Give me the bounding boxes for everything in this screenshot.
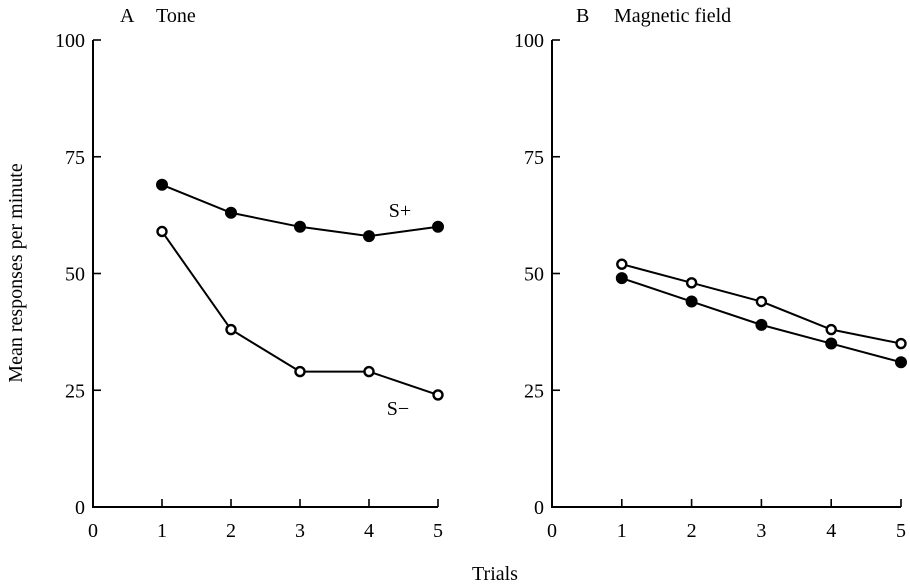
panel-a-series-1-label: S− <box>387 398 409 420</box>
panel-b-x-tick-label: 1 <box>617 520 627 542</box>
panel-b-x-tick-label: 3 <box>756 520 766 542</box>
panel-a-y-tick-label: 25 <box>65 380 85 402</box>
panel-b-y-tick-label: 50 <box>524 264 544 286</box>
panel-a-series-1-point <box>225 323 237 336</box>
panel-b-title: Magnetic field <box>614 5 731 27</box>
panel-b-x-tick-label: 5 <box>896 520 906 542</box>
panel-a-title: Tone <box>156 5 196 27</box>
panel-b-x-tick-label: 0 <box>547 520 557 542</box>
panel-b-series-0-point <box>895 337 907 350</box>
panel-a-series-0-point <box>432 220 444 233</box>
panel-a-x-tick-label: 1 <box>157 520 167 542</box>
panel-a-y-tick-label: 100 <box>55 30 85 52</box>
panel-b-y-tick-label: 75 <box>524 147 544 169</box>
panel-b-series-0-point <box>685 277 698 289</box>
panel-a-x-tick-label: 5 <box>433 520 443 542</box>
panel-a-series-0-point <box>363 230 375 243</box>
panel-b-series-1-point <box>825 337 838 350</box>
panel-b: B Magnetic field 0 25 50 75 100 0 1 2 3 4 5 <box>514 5 907 542</box>
panel-a-series-1-point <box>156 225 168 238</box>
panel-a-series-0-point <box>225 206 237 219</box>
panel-a-x-tick-label: 2 <box>226 520 236 542</box>
panel-b-x-tick-label: 2 <box>687 520 697 542</box>
panel-a-y-tick-label: 0 <box>75 497 85 519</box>
panel-b-series-0-point <box>755 295 768 308</box>
panel-a: A Tone 0 25 50 75 100 0 1 2 3 4 5 S+ S− <box>55 5 444 542</box>
panel-b-y-tick-label: 100 <box>514 30 544 52</box>
panel-b-series-1-point <box>755 318 768 331</box>
panel-b-axes <box>551 40 901 508</box>
panel-b-x-tick-label: 4 <box>826 520 836 542</box>
panel-b-series-1-point <box>895 356 907 369</box>
panel-a-x-tick-label: 4 <box>364 520 374 542</box>
y-axis-title: Mean responses per minute <box>5 163 27 383</box>
panel-a-series-1-point <box>294 365 306 378</box>
panel-a-series-0-point <box>294 220 306 233</box>
panel-b-series-0-point <box>825 323 837 336</box>
panel-a-letter: A <box>120 5 135 27</box>
x-axis-title: Trials <box>472 563 518 585</box>
panel-a-x-tick-label: 0 <box>88 520 98 542</box>
panel-a-series-0-label: S+ <box>389 200 411 222</box>
panel-b-y-tick-label: 25 <box>524 380 544 402</box>
panel-a-axes <box>92 40 438 508</box>
panel-a-y-tick-label: 75 <box>65 147 85 169</box>
panel-b-series-1-point <box>685 295 698 308</box>
panel-a-series-1-point <box>363 365 375 378</box>
panel-a-y-tick-label: 50 <box>65 264 85 286</box>
panel-a-x-tick-label: 3 <box>295 520 305 542</box>
panel-a-series-0-point <box>156 178 168 191</box>
panel-b-y-tick-label: 0 <box>534 497 544 519</box>
panel-a-series-1-point <box>432 389 444 401</box>
panel-b-series-0-point <box>616 258 628 270</box>
panel-b-series-1-point <box>615 272 628 285</box>
panel-b-letter: B <box>576 5 589 27</box>
